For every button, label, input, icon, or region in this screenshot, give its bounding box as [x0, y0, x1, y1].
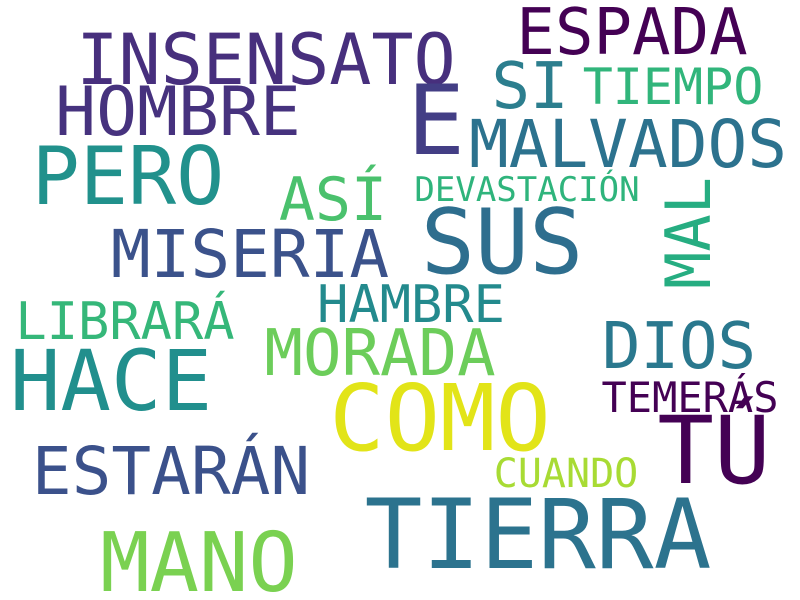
word-temeras: TEMERÁS [601, 373, 779, 422]
word-mano: MANO [100, 516, 298, 600]
word-malvados: MALVADOS [469, 106, 787, 183]
word-hombre: HOMBRE [55, 73, 301, 152]
word-hace: HACE [9, 332, 213, 430]
word-devastacion: DEVASTACIÓN [414, 170, 640, 210]
word-insensato: INSENSATO [76, 19, 456, 101]
word-dios: DIOS [601, 310, 757, 384]
word-tu: TÚ [657, 397, 771, 506]
word-tierra: TIERRA [364, 479, 712, 591]
word-pero: PERO [31, 130, 225, 223]
word-hambre: HAMBRE [317, 275, 505, 335]
word-miseria: MISERIA [110, 216, 390, 293]
word-asi: ASÍ [278, 165, 388, 235]
word-cuando: CUANDO [493, 451, 639, 497]
word-estaran: ESTARÁN [31, 433, 311, 510]
word-espada: ESPADA [516, 0, 748, 70]
word-morada: MORADA [264, 317, 496, 391]
word-tiempo: TIEMPO [582, 58, 764, 116]
word-e: E [407, 65, 465, 177]
word-sus: SUS [420, 190, 584, 295]
word-como: COMO [329, 365, 551, 472]
word-librara: LIBRARÁ [15, 292, 235, 352]
word-si: SI [491, 50, 569, 124]
word-mal: MAL [652, 177, 725, 289]
